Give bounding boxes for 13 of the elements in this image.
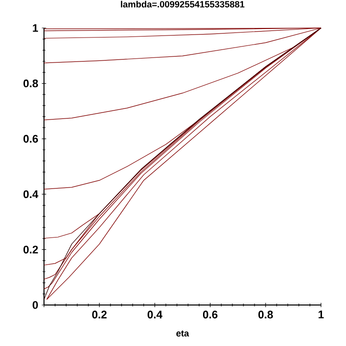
x-tick-label: 1 — [318, 310, 324, 318]
y-tick-label: 1 — [32, 24, 38, 32]
chart-title: lambda=.00992554155335881 — [120, 0, 244, 8]
y-tick-label: 0.6 — [23, 134, 38, 143]
y-tick-label: 0 — [32, 301, 38, 309]
x-axis-title: eta — [176, 330, 190, 336]
x-tick-label: 0.8 — [258, 310, 273, 318]
x-tick-label: 0.4 — [148, 310, 162, 318]
x-tick-label: 0.6 — [202, 310, 218, 318]
y-tick-label: 0.2 — [23, 246, 38, 254]
y-tick-label: 0.8 — [23, 80, 38, 88]
y-tick-label: 0.4 — [23, 190, 38, 198]
x-tick-label: 0.2 — [92, 310, 107, 318]
